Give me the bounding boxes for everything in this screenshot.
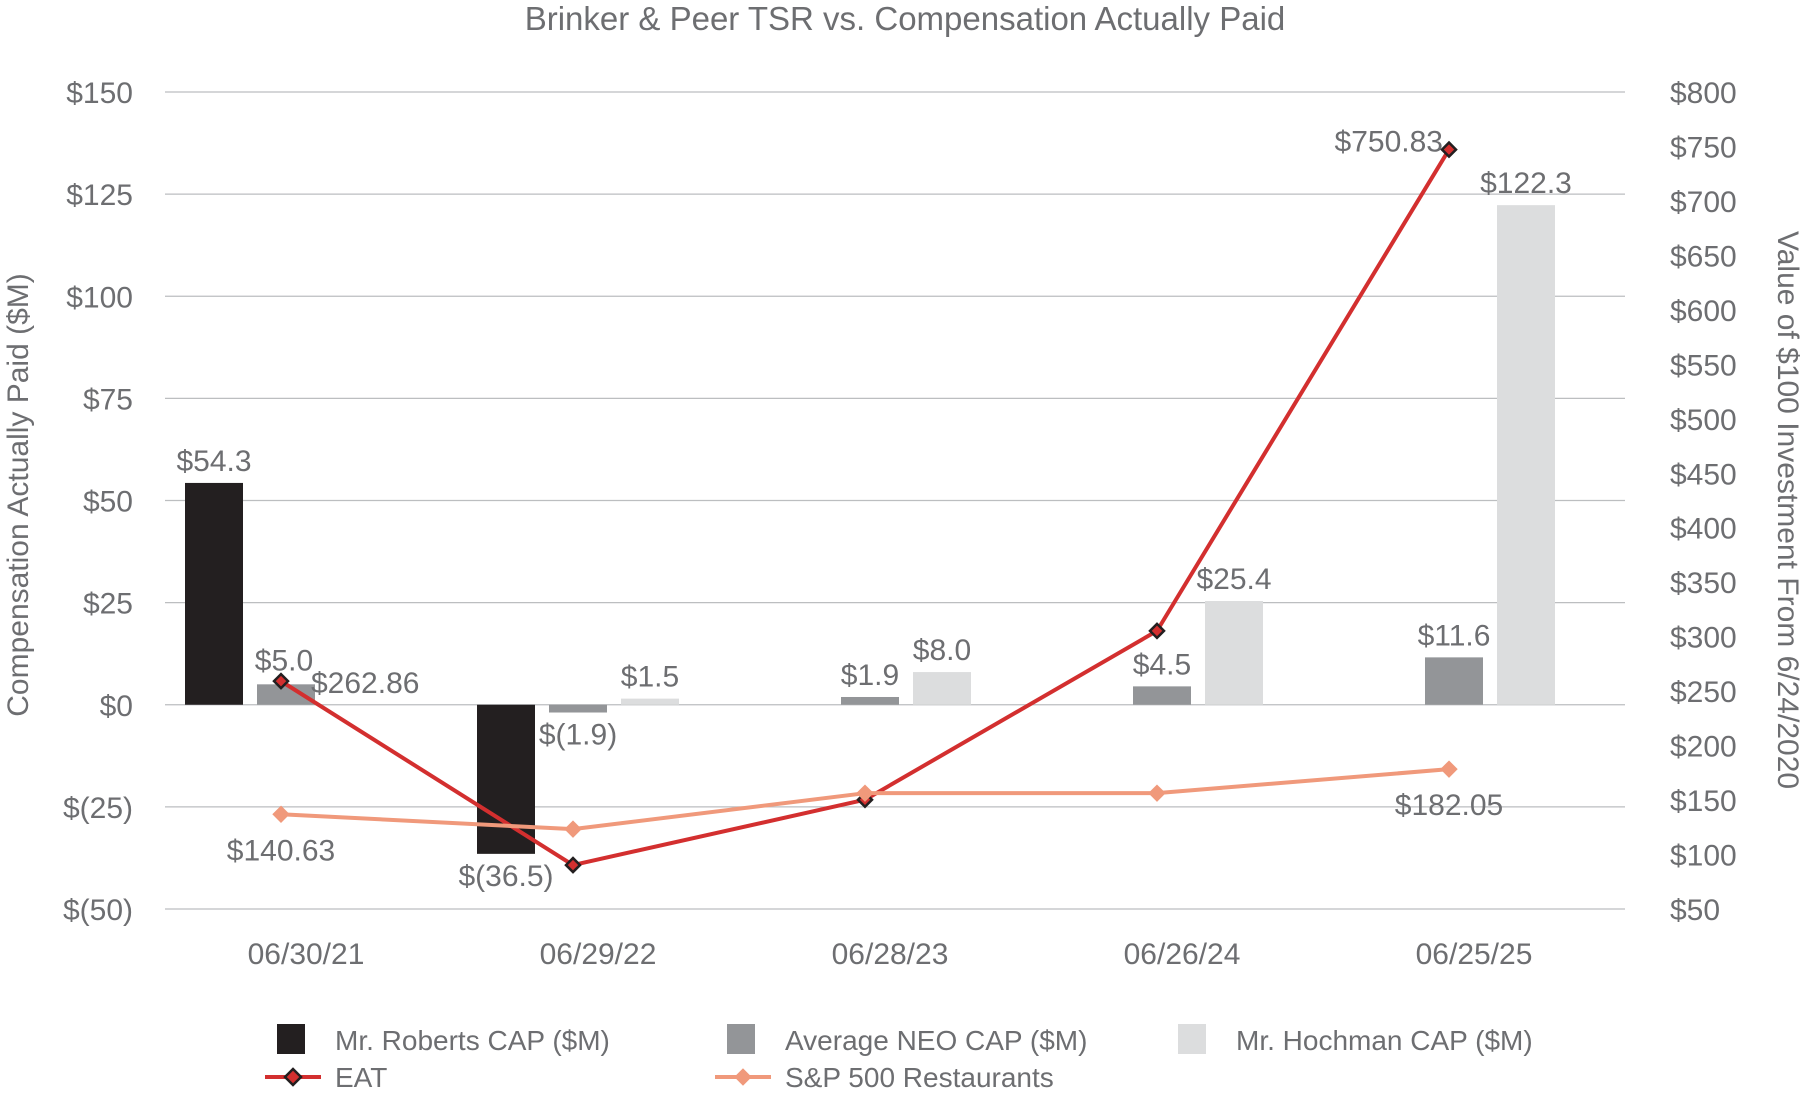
data-labels: $54.3 $(36.5) $5.0 $(1.9) $1.9 $4.5 $11.6 $1.5 $… bbox=[176, 126, 1571, 893]
y2-tick-label: $750 bbox=[1670, 131, 1737, 164]
line-marker bbox=[1148, 622, 1166, 640]
y2-tick-label: $300 bbox=[1670, 622, 1737, 655]
legend-marker bbox=[734, 1068, 752, 1086]
legend-label: S&P 500 Restaurants bbox=[785, 1062, 1054, 1093]
bar-data-label: $4.5 bbox=[1133, 648, 1191, 681]
line-marker bbox=[1440, 140, 1458, 159]
line-marker bbox=[1440, 760, 1458, 778]
y2-tick-label: $350 bbox=[1670, 567, 1737, 600]
line-data-label: $140.63 bbox=[227, 834, 335, 867]
line-marker bbox=[272, 805, 290, 823]
y-tick-label: $(25) bbox=[63, 792, 133, 825]
legend-swatch bbox=[277, 1024, 305, 1054]
line-marker bbox=[564, 820, 582, 838]
legend-label: Mr. Hochman CAP ($M) bbox=[1236, 1025, 1533, 1056]
y-tick-label: $25 bbox=[83, 588, 133, 621]
legend-label: EAT bbox=[335, 1062, 387, 1093]
y-tick-label: $150 bbox=[66, 77, 133, 110]
x-tick-label: 06/29/22 bbox=[540, 938, 657, 971]
y2-tick-label: $50 bbox=[1670, 894, 1720, 927]
x-tick-label: 06/25/25 bbox=[1416, 938, 1533, 971]
y-axis-title: Compensation Actually Paid ($M) bbox=[2, 273, 35, 717]
line-data-label: $262.86 bbox=[311, 667, 419, 700]
legend-marker bbox=[283, 1067, 303, 1087]
y-tick-label: $(50) bbox=[63, 894, 133, 927]
bar bbox=[913, 672, 971, 705]
y2-tick-label: $700 bbox=[1670, 186, 1737, 219]
bar bbox=[1497, 205, 1555, 705]
y2-tick-label: $800 bbox=[1670, 77, 1737, 110]
line-marker bbox=[272, 672, 290, 690]
bar bbox=[477, 704, 535, 854]
y-axis-right: $800 $750 $700 $650 $600 $550 $500 $450 $400 $350… bbox=[1670, 77, 1737, 927]
gridlines bbox=[165, 91, 1625, 910]
y2-tick-label: $100 bbox=[1670, 840, 1737, 873]
y2-axis-title: Value of $100 Investment From 6/24/2020 bbox=[1771, 231, 1804, 789]
bar-data-label: $1.5 bbox=[621, 661, 679, 694]
y2-tick-label: $450 bbox=[1670, 458, 1737, 491]
bar-data-label: $25.4 bbox=[1196, 563, 1271, 596]
x-tick-label: 06/28/23 bbox=[832, 938, 949, 971]
x-tick-label: 06/26/24 bbox=[1124, 938, 1241, 971]
y-tick-label: $75 bbox=[83, 383, 133, 416]
bar bbox=[257, 684, 315, 705]
legend-swatch bbox=[1178, 1024, 1206, 1054]
y2-tick-label: $650 bbox=[1670, 240, 1737, 273]
bar-data-label: $1.9 bbox=[841, 659, 899, 692]
y2-tick-label: $200 bbox=[1670, 731, 1737, 764]
y2-tick-label: $600 bbox=[1670, 295, 1737, 328]
legend-label: Mr. Roberts CAP ($M) bbox=[335, 1025, 610, 1056]
line-data-label: $750.83 bbox=[1335, 126, 1443, 159]
x-axis: 06/30/21 06/29/22 06/28/23 06/26/24 06/25/25 bbox=[248, 938, 1533, 971]
y2-tick-label: $500 bbox=[1670, 404, 1737, 437]
line-data-label: $182.05 bbox=[1395, 789, 1503, 822]
y-tick-label: $125 bbox=[66, 179, 133, 212]
line-series bbox=[279, 148, 1451, 868]
y2-tick-label: $550 bbox=[1670, 349, 1737, 382]
legend-swatch bbox=[727, 1024, 755, 1054]
bar bbox=[841, 696, 899, 705]
legend-label: Average NEO CAP ($M) bbox=[785, 1025, 1087, 1056]
bar bbox=[185, 482, 243, 705]
bar-data-label: $(1.9) bbox=[539, 719, 617, 752]
line-marker bbox=[564, 856, 582, 874]
bar-data-label: $54.3 bbox=[176, 445, 251, 478]
chart-title: Brinker & Peer TSR vs. Compensation Actu… bbox=[525, 0, 1286, 37]
bar-data-label: $5.0 bbox=[255, 644, 313, 677]
bar-data-label: $8.0 bbox=[913, 634, 971, 667]
bar-data-label: $(36.5) bbox=[458, 860, 553, 893]
line-marker bbox=[1148, 784, 1166, 802]
y2-tick-label: $400 bbox=[1670, 513, 1737, 546]
bar-data-label: $122.3 bbox=[1480, 167, 1572, 200]
line-marker bbox=[856, 784, 874, 802]
bar-marks bbox=[185, 205, 1555, 854]
line-marks bbox=[272, 140, 1458, 874]
y-tick-label: $0 bbox=[100, 690, 133, 723]
y-tick-label: $50 bbox=[83, 486, 133, 519]
y-tick-label: $100 bbox=[66, 281, 133, 314]
bar bbox=[1205, 600, 1263, 705]
bar-data-label: $11.6 bbox=[1418, 619, 1491, 652]
y-axis-left: $150 $125 $100 $75 $50 $25 $0 $(25) $(50) bbox=[63, 77, 133, 927]
y2-tick-label: $150 bbox=[1670, 785, 1737, 818]
bar bbox=[1425, 657, 1483, 705]
x-tick-label: 06/30/21 bbox=[248, 938, 365, 971]
bar bbox=[621, 698, 679, 705]
bar bbox=[1133, 686, 1191, 705]
bar bbox=[549, 704, 607, 713]
legend: Mr. Roberts CAP ($M) Average NEO CAP ($M)… bbox=[265, 1024, 1533, 1093]
y2-tick-label: $250 bbox=[1670, 676, 1737, 709]
